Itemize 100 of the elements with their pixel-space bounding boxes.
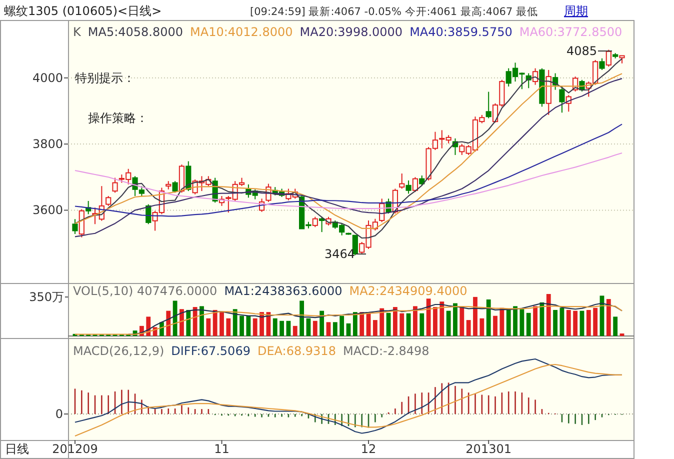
x-tick-label: 201209 [52,442,98,456]
y-tick-label: 3600 [32,203,63,218]
bar [200,306,204,336]
bar [340,316,344,336]
text: MA10:4012.8000 [190,25,293,39]
bar [386,312,391,336]
text: DEA:68.9318 [257,344,336,358]
x-tick-label: 12 [360,442,376,456]
bar [466,320,471,336]
bar [280,320,284,336]
annotation: 350万 [29,290,64,304]
bar [326,322,331,336]
bar [566,310,571,336]
bar [546,294,551,336]
annotation: 4085 [566,44,597,58]
bar [560,308,564,336]
text: MA60:3772.8500 [519,25,622,39]
bar [186,310,191,336]
bar [433,307,438,336]
bar [246,316,251,336]
bar [286,320,291,336]
bar [573,310,578,336]
bar [553,310,558,336]
candlestick [186,160,192,192]
bar [212,310,218,336]
bar [172,300,178,336]
bar [453,303,458,336]
bar [166,310,171,336]
annotation: 操作策略： [88,111,148,125]
bar [252,318,258,336]
bar [232,309,238,336]
bar [380,308,384,336]
candlestick [532,68,538,86]
bar [406,313,411,336]
annotation: 特别提示： [75,71,135,85]
candlestick [312,216,318,228]
bar [220,311,224,336]
bar [240,316,244,336]
bar [206,318,211,336]
text: MA40:3859.5750 [410,25,512,39]
bar [372,320,378,336]
bar [613,316,618,336]
text: MACD:-2.8498 [342,344,430,358]
ref-line: 0 [55,407,634,421]
annotation: 周期 [564,4,588,18]
bar [480,318,484,336]
candlestick [406,180,412,194]
bar [493,316,498,336]
y-tick-label: 4000 [32,70,63,85]
bar [332,322,338,336]
candlestick [412,176,418,193]
bar [460,307,464,336]
bar [312,320,318,336]
bar [520,309,524,336]
chart-subtitle: [09:24:59] 最新:4067 -0.05% 今开:4061 最高:4067 最低 [250,5,538,18]
bar [292,326,298,336]
bar [500,308,504,336]
bar [346,323,351,336]
text: MA5:4058.8000 [88,25,184,39]
candlestick [399,173,405,190]
text: MA20:3998.0000 [300,25,403,39]
bar [473,296,478,336]
chart-title: VOL(5,10) 407476.0000 [73,284,218,298]
chart-title: 螺纹1305 (010605)<日线> [4,4,162,18]
candlestick [599,58,605,70]
bar [506,310,511,336]
text: DIFF:67.5069 [171,344,250,358]
candlestick [559,86,565,114]
candlestick [606,49,612,68]
candlestick [486,91,492,119]
bar [413,306,418,336]
bar [180,309,184,336]
y-tick-label: 3800 [32,137,63,152]
bar [192,307,198,336]
bar [486,299,491,336]
x-tick-label: 201301 [466,442,512,456]
bar [593,308,598,336]
bar [320,310,324,336]
candlestick [78,208,84,238]
series-label: MA1:2438363.6000 [224,284,342,298]
bar [392,307,398,336]
bar [446,310,451,336]
bar [300,300,304,336]
bar [306,318,311,336]
bar [360,312,364,336]
bar [606,299,611,336]
bar [620,333,624,336]
annotation: K [73,25,82,39]
candlestick [106,195,112,206]
annotation: 4085 [566,44,612,58]
bar [226,318,231,336]
bar [352,312,358,336]
candlestick [112,177,118,194]
chart-title: MACD(26,12,9) [73,344,164,358]
bar [440,302,444,336]
bar [400,313,404,336]
bar [533,306,538,336]
annotation: 3464 [324,247,366,261]
ref-line-label: 0 [55,407,63,421]
annotation: 3464 [324,247,355,261]
